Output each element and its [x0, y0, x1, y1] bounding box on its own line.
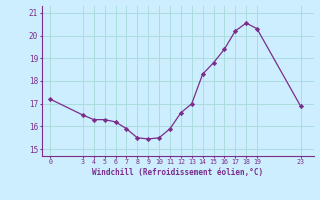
- X-axis label: Windchill (Refroidissement éolien,°C): Windchill (Refroidissement éolien,°C): [92, 168, 263, 177]
